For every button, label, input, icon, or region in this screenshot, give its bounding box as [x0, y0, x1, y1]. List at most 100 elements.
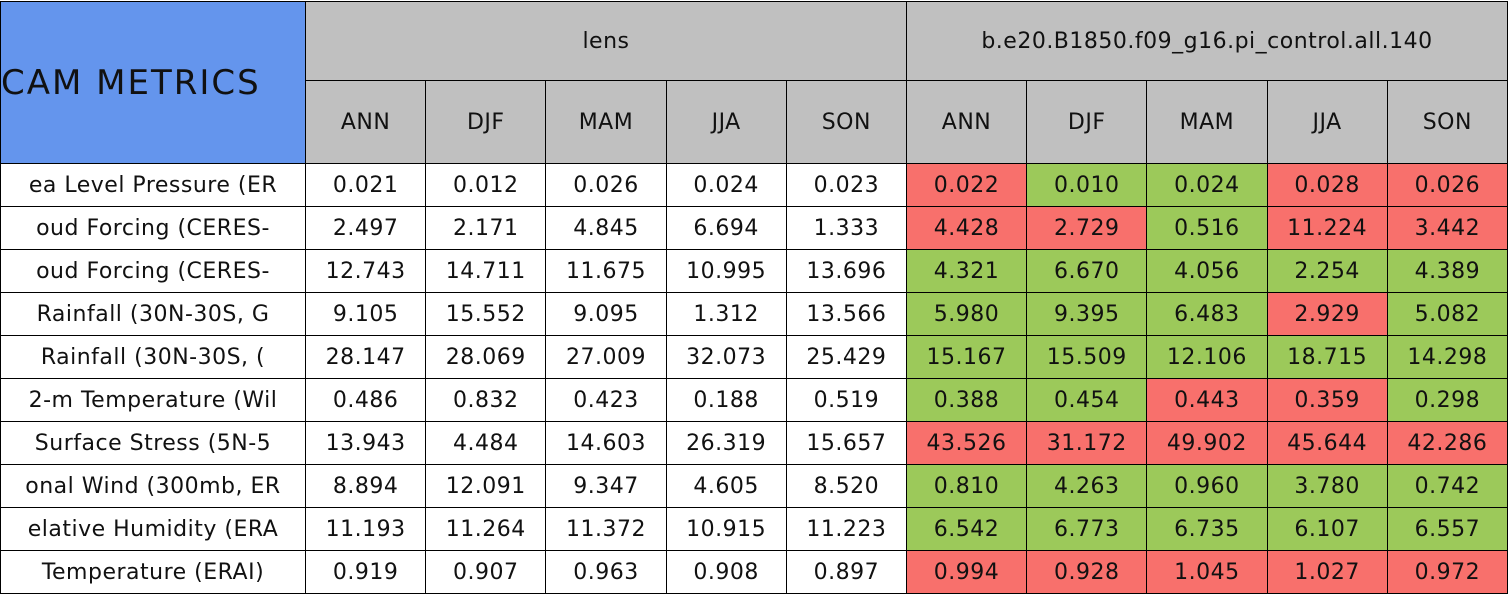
- data-row: 2-m Temperature (Wil 0.486 0.832 0.423 0.188…: [0, 378, 1509, 422]
- test-cell: 0.298: [1386, 378, 1509, 422]
- row-label: Temperature (ERAI): [0, 550, 306, 594]
- row-label: Surface Stress (5N-5: [0, 421, 306, 465]
- data-row: onal Wind (300mb, ER 8.894 12.091 9.347 4.60…: [0, 464, 1509, 508]
- test-cell: 6.773: [1026, 507, 1148, 551]
- test-cell: 0.028: [1266, 163, 1388, 207]
- lens-cell: 11.193: [304, 507, 427, 551]
- row-label: elative Humidity (ERA: [0, 507, 306, 551]
- test-cell: 6.483: [1146, 292, 1268, 336]
- lens-cell: 11.223: [785, 507, 907, 551]
- season-header: DJF: [1026, 80, 1148, 164]
- lens-cell: 32.073: [665, 335, 787, 379]
- test-cell: 0.388: [905, 378, 1028, 422]
- season-header: ANN: [905, 80, 1028, 164]
- test-cell: 4.389: [1386, 249, 1509, 293]
- test-cell: 0.742: [1386, 464, 1509, 508]
- row-label: oud Forcing (CERES-: [0, 249, 306, 293]
- lens-cell: 15.657: [785, 421, 907, 465]
- lens-cell: 1.312: [665, 292, 787, 336]
- season-header: JJA: [1266, 80, 1388, 164]
- lens-cell: 14.603: [545, 421, 667, 465]
- lens-cell: 2.497: [304, 206, 427, 250]
- group-header: b.e20.B1850.f09_g16.pi_control.all.140: [905, 1, 1509, 81]
- lens-cell: 0.897: [785, 550, 907, 594]
- lens-cell: 0.963: [545, 550, 667, 594]
- lens-cell: 13.943: [304, 421, 427, 465]
- season-header: ANN: [304, 80, 427, 164]
- lens-cell: 11.264: [425, 507, 547, 551]
- metrics-table: CAM METRICS lens b.e20.B1850.f09_g16.pi_co…: [0, 1, 1509, 594]
- test-cell: 49.902: [1146, 421, 1268, 465]
- test-cell: 6.735: [1146, 507, 1268, 551]
- lens-cell: 13.566: [785, 292, 907, 336]
- lens-cell: 0.486: [304, 378, 427, 422]
- test-cell: 0.994: [905, 550, 1028, 594]
- test-cell: 0.359: [1266, 378, 1388, 422]
- test-cell: 6.670: [1026, 249, 1148, 293]
- test-cell: 14.298: [1386, 335, 1509, 379]
- data-row: Surface Stress (5N-5 13.943 4.484 14.603 26.…: [0, 421, 1509, 465]
- test-cell: 0.972: [1386, 550, 1509, 594]
- test-cell: 2.929: [1266, 292, 1388, 336]
- test-cell: 9.395: [1026, 292, 1148, 336]
- test-cell: 43.526: [905, 421, 1028, 465]
- test-cell: 1.045: [1146, 550, 1268, 594]
- lens-cell: 0.023: [785, 163, 907, 207]
- lens-cell: 8.520: [785, 464, 907, 508]
- row-label: 2-m Temperature (Wil: [0, 378, 306, 422]
- test-cell: 18.715: [1266, 335, 1388, 379]
- test-cell: 1.027: [1266, 550, 1388, 594]
- lens-cell: 11.372: [545, 507, 667, 551]
- lens-cell: 0.832: [425, 378, 547, 422]
- test-cell: 31.172: [1026, 421, 1148, 465]
- test-cell: 0.810: [905, 464, 1028, 508]
- lens-cell: 28.147: [304, 335, 427, 379]
- season-header: SON: [785, 80, 907, 164]
- lens-cell: 0.908: [665, 550, 787, 594]
- lens-cell: 9.095: [545, 292, 667, 336]
- lens-cell: 10.995: [665, 249, 787, 293]
- test-cell: 5.082: [1386, 292, 1509, 336]
- lens-cell: 0.026: [545, 163, 667, 207]
- test-cell: 0.516: [1146, 206, 1268, 250]
- lens-cell: 0.188: [665, 378, 787, 422]
- data-row: oud Forcing (CERES- 12.743 14.711 11.675 10.…: [0, 249, 1509, 293]
- test-cell: 4.056: [1146, 249, 1268, 293]
- lens-cell: 25.429: [785, 335, 907, 379]
- test-cell: 0.960: [1146, 464, 1268, 508]
- lens-cell: 0.907: [425, 550, 547, 594]
- data-row: ea Level Pressure (ER 0.021 0.012 0.026 0.02…: [0, 163, 1509, 207]
- lens-cell: 0.519: [785, 378, 907, 422]
- season-header: MAM: [545, 80, 667, 164]
- lens-cell: 2.171: [425, 206, 547, 250]
- test-cell: 42.286: [1386, 421, 1509, 465]
- season-header: JJA: [665, 80, 787, 164]
- test-cell: 45.644: [1266, 421, 1388, 465]
- table-title: CAM METRICS: [0, 1, 306, 164]
- test-cell: 2.254: [1266, 249, 1388, 293]
- lens-cell: 0.021: [304, 163, 427, 207]
- test-cell: 4.263: [1026, 464, 1148, 508]
- lens-cell: 13.696: [785, 249, 907, 293]
- row-label: onal Wind (300mb, ER: [0, 464, 306, 508]
- test-cell: 15.509: [1026, 335, 1148, 379]
- data-row: Temperature (ERAI) 0.919 0.907 0.963 0.908 0.…: [0, 550, 1509, 594]
- lens-cell: 26.319: [665, 421, 787, 465]
- lens-cell: 9.347: [545, 464, 667, 508]
- row-label: Rainfall (30N-30S, G: [0, 292, 306, 336]
- lens-cell: 27.009: [545, 335, 667, 379]
- test-cell: 4.321: [905, 249, 1028, 293]
- test-cell: 12.106: [1146, 335, 1268, 379]
- test-cell: 3.442: [1386, 206, 1509, 250]
- season-header: SON: [1386, 80, 1509, 164]
- lens-cell: 0.012: [425, 163, 547, 207]
- test-cell: 6.107: [1266, 507, 1388, 551]
- lens-cell: 0.024: [665, 163, 787, 207]
- lens-cell: 28.069: [425, 335, 547, 379]
- test-cell: 4.428: [905, 206, 1028, 250]
- test-cell: 0.454: [1026, 378, 1148, 422]
- group-header: lens: [305, 1, 907, 81]
- test-cell: 15.167: [905, 335, 1028, 379]
- lens-cell: 10.915: [665, 507, 787, 551]
- test-cell: 0.024: [1146, 163, 1268, 207]
